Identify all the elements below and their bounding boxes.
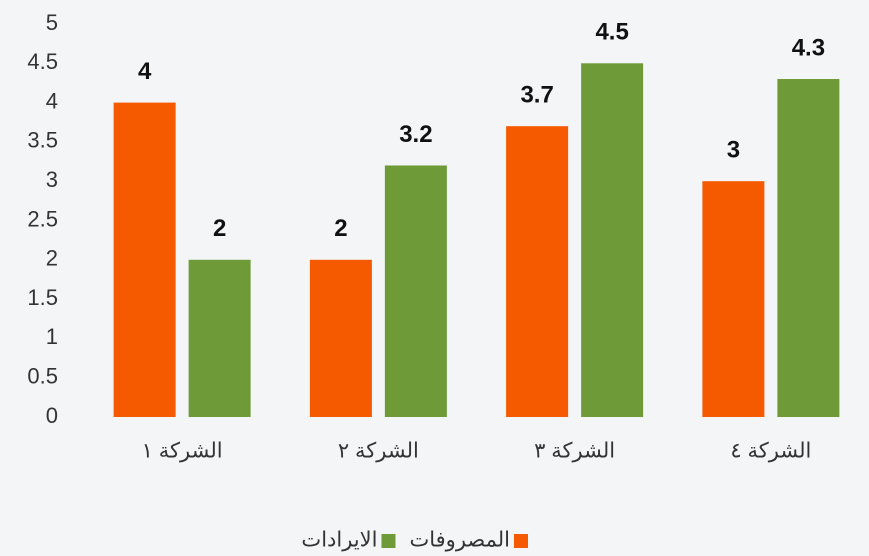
y-tick-label: 0.5 <box>27 364 58 389</box>
x-tick-label: الشركة ٤ <box>730 440 811 463</box>
bar <box>777 79 840 418</box>
data-label: 4.3 <box>792 34 825 61</box>
x-tick-label: الشركة ١ <box>142 440 223 463</box>
data-label: 3.2 <box>399 121 432 148</box>
data-label: 3.7 <box>520 82 553 109</box>
bar <box>581 63 644 418</box>
y-tick-label: 4 <box>46 88 58 113</box>
x-tick-label: الشركة ٣ <box>534 440 615 463</box>
x-tick-label: الشركة ٢ <box>338 440 419 463</box>
y-tick-label: 0 <box>46 403 58 428</box>
y-tick-label: 4.5 <box>27 49 58 74</box>
bar <box>384 165 447 417</box>
legend-label: المصروفات <box>409 529 510 552</box>
legend-label: الايرادات <box>301 529 377 552</box>
data-label: 4.5 <box>595 19 628 46</box>
y-tick-label: 5 <box>46 10 58 35</box>
data-label: 4 <box>138 58 152 85</box>
bar <box>309 259 372 417</box>
data-label: 2 <box>334 215 347 242</box>
legend-swatch <box>514 534 528 548</box>
bar <box>702 181 765 417</box>
y-tick-label: 2.5 <box>27 206 58 231</box>
legend-swatch <box>381 534 396 548</box>
y-tick-label: 3 <box>46 167 58 192</box>
y-tick-label: 2 <box>46 246 58 271</box>
y-tick-label: 1.5 <box>27 285 58 310</box>
bar <box>113 102 176 417</box>
y-tick-label: 3.5 <box>27 128 58 153</box>
bar <box>188 259 251 417</box>
y-tick-label: 1 <box>46 324 58 349</box>
bar <box>506 126 569 418</box>
data-label: 2 <box>213 215 226 242</box>
data-label: 3 <box>727 137 740 164</box>
